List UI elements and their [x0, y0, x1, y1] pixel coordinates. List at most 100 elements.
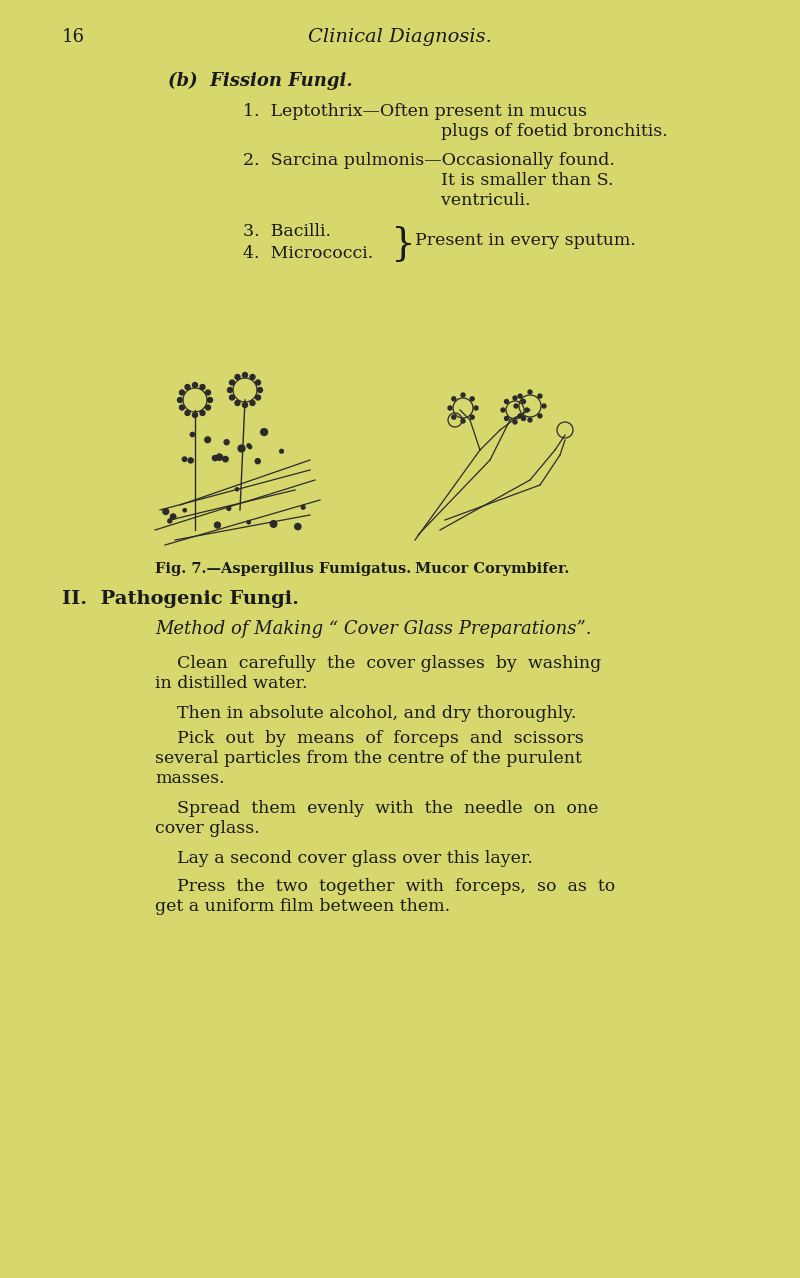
Circle shape — [461, 394, 465, 397]
Circle shape — [168, 519, 172, 523]
Circle shape — [302, 505, 305, 509]
Text: masses.: masses. — [155, 771, 225, 787]
Text: get a uniform film between them.: get a uniform film between them. — [155, 898, 450, 915]
Circle shape — [214, 523, 220, 528]
Text: Method of Making “ Cover Glass Preparations”.: Method of Making “ Cover Glass Preparati… — [155, 620, 591, 638]
Circle shape — [280, 450, 283, 454]
Text: Present in every sputum.: Present in every sputum. — [415, 233, 636, 249]
Circle shape — [261, 428, 267, 436]
Circle shape — [538, 394, 542, 399]
Text: Mucor Corymbifer.: Mucor Corymbifer. — [415, 562, 570, 576]
Circle shape — [247, 520, 250, 524]
Circle shape — [206, 405, 210, 410]
Circle shape — [513, 396, 517, 400]
Circle shape — [247, 443, 250, 447]
Text: cover glass.: cover glass. — [155, 820, 260, 837]
Circle shape — [474, 406, 478, 410]
Circle shape — [505, 400, 509, 404]
Circle shape — [255, 459, 260, 464]
Text: several particles from the centre of the purulent: several particles from the centre of the… — [155, 750, 582, 767]
Circle shape — [294, 524, 301, 529]
Text: Spread  them  evenly  with  the  needle  on  one: Spread them evenly with the needle on on… — [155, 800, 598, 817]
Circle shape — [230, 395, 234, 400]
Circle shape — [452, 415, 456, 419]
Text: 4.  Micrococci.: 4. Micrococci. — [243, 245, 374, 262]
Text: plugs of foetid bronchitis.: plugs of foetid bronchitis. — [243, 123, 668, 141]
Circle shape — [448, 406, 452, 410]
Circle shape — [235, 374, 240, 380]
Circle shape — [514, 404, 518, 408]
Circle shape — [235, 488, 238, 491]
Circle shape — [250, 400, 255, 405]
Circle shape — [522, 400, 526, 404]
Circle shape — [452, 396, 456, 401]
Circle shape — [255, 395, 261, 400]
Text: 16: 16 — [62, 28, 85, 46]
Circle shape — [518, 394, 522, 399]
Circle shape — [183, 509, 186, 512]
Text: 1.  Leptothrix—Often present in mucus: 1. Leptothrix—Often present in mucus — [243, 104, 587, 120]
Text: 3.  Bacilli.: 3. Bacilli. — [243, 222, 331, 240]
Circle shape — [193, 413, 198, 418]
Circle shape — [501, 408, 505, 412]
Text: }: } — [390, 226, 414, 263]
Circle shape — [163, 509, 169, 515]
Text: Fig. 7.—Aspergillus Fumigatus.: Fig. 7.—Aspergillus Fumigatus. — [155, 562, 411, 576]
Circle shape — [216, 454, 222, 460]
Circle shape — [178, 397, 182, 403]
Circle shape — [179, 390, 185, 395]
Circle shape — [513, 420, 517, 424]
Circle shape — [542, 404, 546, 408]
Circle shape — [193, 382, 198, 387]
Circle shape — [250, 374, 255, 380]
Circle shape — [188, 458, 194, 463]
Text: Press  the  two  together  with  forceps,  so  as  to: Press the two together with forceps, so … — [155, 878, 615, 895]
Circle shape — [200, 385, 205, 390]
Circle shape — [227, 387, 233, 392]
Text: in distilled water.: in distilled water. — [155, 675, 307, 691]
Text: 2.  Sarcina pulmonis—Occasionally found.: 2. Sarcina pulmonis—Occasionally found. — [243, 152, 615, 169]
Circle shape — [185, 385, 190, 390]
Circle shape — [182, 458, 186, 461]
Circle shape — [230, 380, 234, 385]
Circle shape — [249, 446, 252, 449]
Circle shape — [170, 514, 176, 519]
Text: Lay a second cover glass over this layer.: Lay a second cover glass over this layer… — [155, 850, 533, 866]
Circle shape — [538, 414, 542, 418]
Circle shape — [242, 403, 247, 408]
Circle shape — [238, 445, 245, 452]
Circle shape — [528, 390, 532, 394]
Circle shape — [505, 417, 509, 420]
Circle shape — [242, 372, 247, 377]
Circle shape — [206, 390, 210, 395]
Circle shape — [212, 455, 218, 460]
Circle shape — [207, 397, 213, 403]
Text: Then in absolute alcohol, and dry thoroughly.: Then in absolute alcohol, and dry thorou… — [155, 705, 576, 722]
Circle shape — [522, 417, 526, 420]
Circle shape — [190, 432, 194, 437]
Text: Clean  carefully  the  cover glasses  by  washing: Clean carefully the cover glasses by was… — [155, 656, 602, 672]
Circle shape — [255, 380, 261, 385]
Text: (b)  Fission Fungi.: (b) Fission Fungi. — [168, 72, 353, 91]
Circle shape — [205, 437, 210, 442]
Circle shape — [270, 520, 277, 528]
Text: II.  Pathogenic Fungi.: II. Pathogenic Fungi. — [62, 590, 299, 608]
Circle shape — [222, 456, 228, 461]
Circle shape — [528, 418, 532, 422]
Circle shape — [179, 405, 185, 410]
Circle shape — [185, 410, 190, 415]
Circle shape — [258, 387, 262, 392]
Text: Clinical Diagnosis.: Clinical Diagnosis. — [308, 28, 492, 46]
Circle shape — [227, 506, 230, 510]
Circle shape — [470, 415, 474, 419]
Text: ventriculi.: ventriculi. — [243, 192, 530, 210]
Circle shape — [224, 440, 229, 445]
Circle shape — [470, 396, 474, 401]
Text: Pick  out  by  means  of  forceps  and  scissors: Pick out by means of forceps and scissor… — [155, 730, 584, 748]
Circle shape — [525, 408, 529, 412]
Circle shape — [235, 400, 240, 405]
Circle shape — [200, 410, 205, 415]
Circle shape — [461, 419, 465, 423]
Circle shape — [518, 414, 522, 418]
Text: It is smaller than S.: It is smaller than S. — [243, 173, 614, 189]
